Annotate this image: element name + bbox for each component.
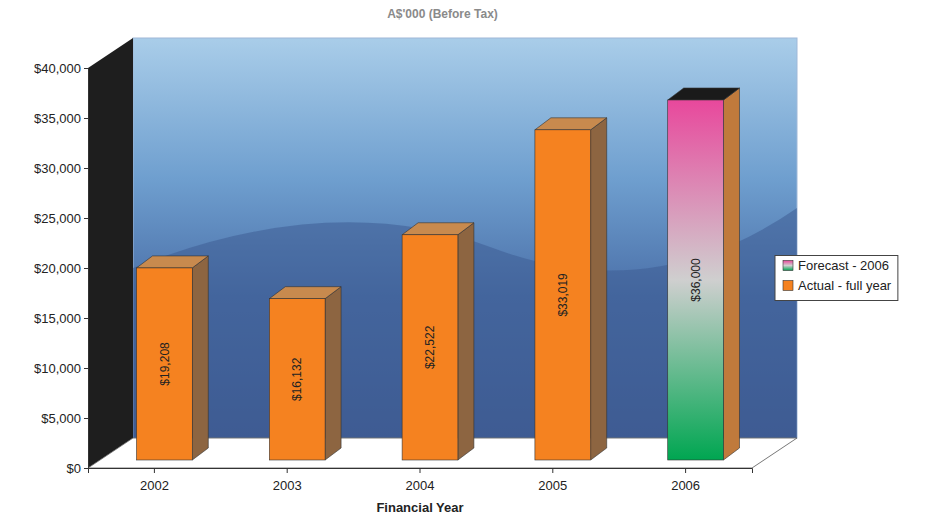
bar-group (668, 88, 740, 460)
y-tick: $15,000 (34, 311, 88, 326)
legend-items: Forecast - 2006 Actual - full year (783, 258, 892, 293)
y-tick-label: $20,000 (34, 261, 81, 276)
x-tick-label: 2003 (273, 478, 302, 493)
x-tick-label: 2004 (406, 478, 435, 493)
legend-label: Forecast - 2006 (798, 258, 889, 273)
data-label: $16,132 (290, 357, 304, 401)
y-tick: $0 (67, 461, 88, 476)
bar-top (137, 256, 209, 268)
y-tick: $30,000 (34, 161, 88, 176)
y-tick: $5,000 (41, 411, 88, 426)
y-tick-mark (84, 418, 88, 419)
y-tick-mark (84, 68, 88, 69)
x-tick-mark (685, 468, 686, 473)
x-axis: 2002 2003 2004 2005 2006 (89, 468, 753, 493)
x-tick-label: 2006 (671, 478, 700, 493)
y-axis-line (84, 69, 89, 469)
chart: $36,000 $19,208 $16,132 $22,522 $33,019 $0 $5,… (0, 0, 928, 521)
x-tick-label: 2005 (538, 478, 567, 493)
y-tick: $35,000 (34, 111, 88, 126)
legend: Forecast - 2006 Actual - full year (775, 256, 898, 301)
bar-side (723, 88, 739, 460)
y-tick-label: $30,000 (34, 161, 81, 176)
title: A$'000 (Before Tax) (387, 7, 498, 21)
x-tick-mark (287, 468, 288, 473)
data-label: $22,522 (423, 325, 437, 369)
x-tick: 2002 (140, 468, 169, 493)
legend-label: Actual - full year (798, 278, 892, 293)
x-tick: 2006 (671, 468, 700, 493)
data-labels: $36,000 $19,208 $16,132 $22,522 $33,019 (158, 258, 703, 401)
data-label: $33,019 (556, 273, 570, 317)
bar-side (192, 256, 208, 460)
y-tick-mark (84, 168, 88, 169)
bar (535, 130, 591, 460)
y-tick-label: $0 (67, 461, 81, 476)
legend-swatch (783, 261, 793, 271)
x-tick-mark (420, 468, 421, 473)
bar-side (591, 118, 607, 460)
y-tick-mark (84, 318, 88, 319)
bar-side (458, 223, 474, 460)
bar-top (668, 88, 740, 100)
legend-box (775, 256, 898, 301)
y-tick-label: $25,000 (34, 211, 81, 226)
y-tick-mark (84, 218, 88, 219)
bar (137, 268, 193, 460)
y-tick-mark (84, 118, 88, 119)
x-axis-title: Financial Year (376, 500, 463, 515)
x-tick: 2005 (538, 468, 567, 493)
bars (137, 88, 740, 460)
left-wall (88, 38, 133, 468)
y-tick-label: $5,000 (41, 411, 81, 426)
walls (88, 38, 797, 468)
y-tick-mark (84, 368, 88, 369)
data-label: $36,000 (689, 258, 703, 302)
bar (668, 100, 724, 460)
bar-group (402, 223, 474, 460)
y-tick-mark (84, 468, 88, 469)
bar-top (535, 118, 607, 130)
y-tick: $25,000 (34, 211, 88, 226)
bar-top (269, 287, 341, 299)
legend-item: Actual - full year (783, 278, 892, 293)
x-axis-line (89, 469, 753, 474)
bar (269, 299, 325, 460)
bar-group (269, 287, 341, 460)
bar-group (535, 118, 607, 460)
x-tick-mark (154, 468, 155, 473)
x-tick: 2003 (273, 468, 302, 493)
x-tick: 2004 (406, 468, 435, 493)
y-tick: $40,000 (34, 61, 88, 76)
legend-item: Forecast - 2006 (783, 258, 889, 273)
y-tick: $20,000 (34, 261, 88, 276)
legend-swatch (783, 281, 793, 291)
y-tick: $10,000 (34, 361, 88, 376)
y-tick-label: $10,000 (34, 361, 81, 376)
bar (402, 235, 458, 460)
y-tick-label: $40,000 (34, 61, 81, 76)
y-axis: $0 $5,000 $10,000 $15,000 $20,000 $25,000 $30,… (34, 61, 89, 476)
y-tick-label: $15,000 (34, 311, 81, 326)
bar-side (325, 287, 341, 460)
y-tick-label: $35,000 (34, 111, 81, 126)
data-label: $19,208 (158, 342, 172, 386)
bar-top (402, 223, 474, 235)
bar-group (137, 256, 209, 460)
y-tick-mark (84, 268, 88, 269)
x-tick-label: 2002 (140, 478, 169, 493)
x-tick-mark (552, 468, 553, 473)
